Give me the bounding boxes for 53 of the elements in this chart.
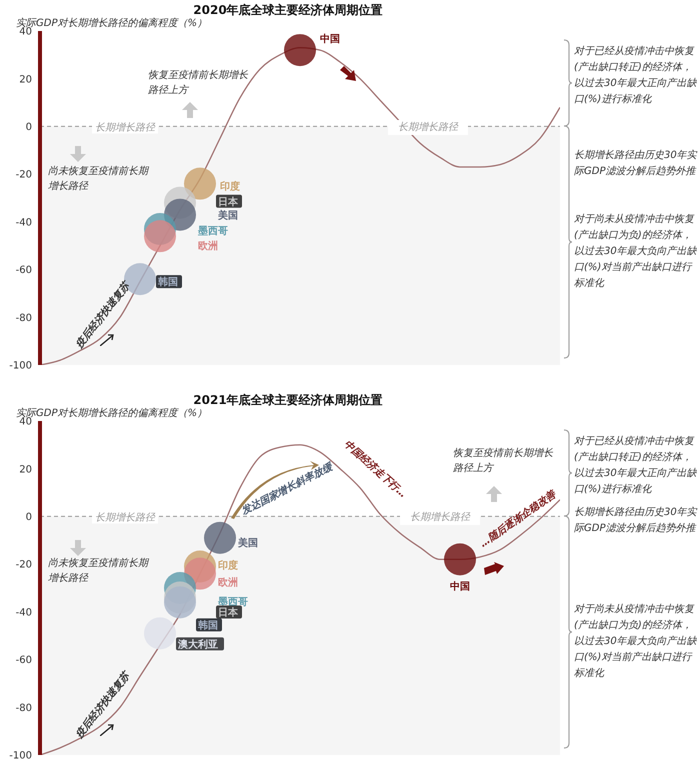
y-tick-label: -40	[16, 217, 32, 228]
series-label: 美国	[237, 536, 258, 549]
text: 对于已经从疫情冲击中恢复(产出缺口转正)的经济体，以过去30年最大正向产出缺口(%)进行标准化	[574, 434, 698, 497]
y-tick-label: 0	[26, 512, 32, 523]
text: 对于尚未从疫情冲击中恢复(产出缺口为负)的经济体，以过去30年最大负向产出缺口(%)对当前产出缺口进行标准化	[574, 602, 698, 681]
text: 长期增长路径由历史30年实际GDP滤波分解后趋势外推	[574, 148, 698, 179]
annotation: 恢复至疫情前长期增长路径上方	[148, 68, 248, 98]
text: 墨西哥	[197, 225, 228, 238]
text: 对于已经从疫情冲击中恢复(产出缺口转正)的经济体，以过去30年最大正向产出缺口(%)进行标准化	[574, 44, 698, 107]
y-tick-label: -100	[9, 750, 32, 762]
series-label: 韩国	[157, 276, 178, 288]
series-label: 中国	[450, 580, 470, 592]
annotation: 长期增长路径	[388, 120, 468, 135]
text: 美国	[217, 210, 238, 222]
series-label: 印度	[220, 180, 240, 193]
y-tick-label: 0	[26, 122, 32, 133]
y-tick-label: -40	[16, 607, 32, 618]
series-label: 澳大利亚	[177, 638, 218, 650]
ref-line-label: 长期增长路径	[95, 511, 156, 524]
y-tick-label: -80	[16, 312, 32, 324]
y-tick-label: 20	[19, 74, 32, 86]
y-tick-label: 40	[19, 26, 32, 38]
series-label: 中国	[320, 33, 340, 46]
annotation: 中国经济走下行…	[340, 438, 410, 502]
annotation: 疫后经济快速复苏	[73, 279, 133, 352]
annotation: 恢复至疫情前长期增长路径上方	[453, 446, 553, 476]
series-label: 韩国	[197, 619, 218, 632]
annotation: 尚未恢复至疫情前长期增长路径	[48, 556, 148, 586]
y-tick-label: -60	[16, 655, 32, 666]
text: 对于尚未从疫情冲击中恢复(产出缺口为负)的经济体，以过去30年最大负向产出缺口(%)对当前产出缺口进行标准化	[574, 212, 698, 291]
text: 日本	[218, 606, 239, 619]
y-tick-label: 40	[19, 416, 32, 428]
annotation: 尚未恢复至疫情前长期增长路径	[48, 164, 148, 194]
series-label: 欧洲	[218, 576, 238, 589]
annotation: …随后逐渐企稳改善	[478, 489, 558, 550]
y-tick-label: 20	[19, 464, 32, 476]
annotation: 疫后经济快速复苏	[73, 669, 133, 742]
text: 欧洲	[198, 240, 218, 252]
chart-title: 2021年底全球主要经济体周期位置	[192, 392, 384, 408]
y-tick-label: -100	[9, 360, 32, 372]
y-tick-label: -20	[16, 170, 32, 181]
y-axis-title: 实际GDP对长期增长路径的偏离程度（%）	[16, 406, 207, 419]
chart-title: 2020年底全球主要经济体周期位置	[192, 2, 384, 18]
annotation: 长期增长路径	[410, 512, 470, 523]
y-axis-title: 实际GDP对长期增长路径的偏离程度（%）	[16, 16, 207, 29]
y-tick-label: -60	[16, 265, 32, 276]
y-tick-label: -20	[16, 560, 32, 571]
y-tick-label: -80	[16, 702, 32, 714]
text: 长期增长路径由历史30年实际GDP滤波分解后趋势外推	[574, 506, 698, 536]
ref-line-label: 长期增长路径	[95, 121, 156, 134]
text: 日本	[218, 196, 239, 208]
annotation: 发达国家增长斜率放缓	[240, 462, 334, 518]
series-label: 印度	[218, 560, 238, 572]
